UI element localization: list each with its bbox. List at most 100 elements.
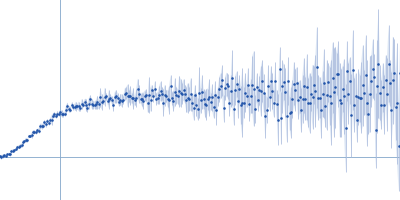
Point — [139, 98, 145, 101]
Point — [200, 98, 207, 101]
Point — [213, 108, 220, 111]
Point — [345, 92, 352, 95]
Point — [219, 79, 226, 82]
Point — [338, 102, 344, 105]
Point — [341, 95, 347, 98]
Point — [344, 70, 350, 73]
Point — [28, 134, 35, 137]
Point — [78, 102, 85, 106]
Point — [325, 81, 332, 84]
Point — [56, 113, 62, 116]
Point — [26, 134, 32, 138]
Point — [235, 100, 241, 103]
Point — [254, 86, 260, 89]
Point — [206, 96, 212, 99]
Point — [330, 76, 336, 79]
Point — [172, 91, 178, 94]
Point — [355, 96, 362, 99]
Point — [306, 101, 313, 105]
Point — [259, 79, 266, 83]
Point — [274, 103, 280, 106]
Point — [4, 153, 10, 156]
Point — [225, 85, 231, 88]
Point — [240, 101, 247, 104]
Point — [30, 130, 36, 133]
Point — [64, 105, 70, 108]
Point — [298, 109, 304, 112]
Point — [74, 105, 81, 108]
Point — [266, 96, 273, 99]
Point — [318, 109, 324, 112]
Point — [312, 90, 319, 93]
Point — [278, 117, 284, 120]
Point — [90, 103, 96, 106]
Point — [220, 107, 227, 110]
Point — [336, 98, 343, 102]
Point — [66, 107, 72, 110]
Point — [11, 149, 18, 152]
Point — [2, 154, 9, 157]
Point — [276, 67, 283, 70]
Point — [199, 90, 205, 93]
Point — [232, 89, 238, 92]
Point — [388, 108, 394, 111]
Point — [54, 112, 60, 115]
Point — [319, 92, 326, 95]
Point — [130, 97, 136, 100]
Point — [309, 95, 316, 99]
Point — [340, 87, 346, 91]
Point — [352, 94, 359, 98]
Point — [154, 96, 161, 100]
Point — [162, 94, 168, 97]
Point — [188, 93, 194, 96]
Point — [152, 87, 158, 90]
Point — [395, 145, 400, 148]
Point — [107, 96, 114, 99]
Point — [44, 119, 50, 122]
Point — [286, 112, 293, 115]
Point — [228, 90, 234, 93]
Point — [271, 102, 277, 105]
Point — [134, 87, 141, 90]
Point — [295, 99, 302, 102]
Point — [83, 103, 89, 106]
Point — [315, 96, 322, 99]
Point — [183, 98, 190, 101]
Point — [350, 69, 356, 72]
Point — [93, 103, 99, 106]
Point — [113, 95, 119, 98]
Point — [87, 98, 94, 101]
Point — [58, 112, 65, 115]
Point — [18, 144, 25, 147]
Point — [122, 92, 128, 96]
Point — [357, 97, 363, 100]
Point — [178, 91, 184, 94]
Point — [245, 83, 251, 87]
Point — [124, 94, 131, 97]
Point — [202, 102, 208, 105]
Point — [294, 82, 300, 85]
Point — [248, 94, 254, 98]
Point — [236, 88, 243, 91]
Point — [296, 95, 303, 98]
Point — [328, 101, 334, 104]
Point — [381, 103, 388, 106]
Point — [380, 86, 386, 89]
Point — [289, 98, 296, 101]
Point — [76, 105, 82, 108]
Point — [375, 62, 382, 65]
Point — [265, 84, 271, 88]
Point — [218, 84, 224, 87]
Point — [1, 154, 8, 157]
Point — [279, 85, 286, 88]
Point — [314, 66, 320, 69]
Point — [358, 96, 364, 99]
Point — [311, 84, 317, 87]
Point — [190, 106, 197, 110]
Point — [342, 126, 349, 129]
Point — [351, 103, 357, 106]
Point — [189, 101, 195, 104]
Point — [394, 102, 400, 105]
Point — [262, 114, 268, 117]
Point — [24, 139, 30, 142]
